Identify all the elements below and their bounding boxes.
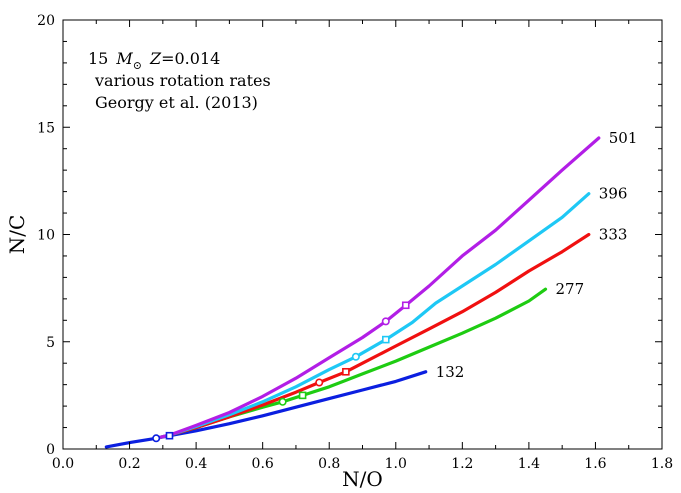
- y-tick-label: 10: [37, 228, 55, 244]
- x-tick-label: 0.0: [52, 456, 74, 472]
- series-layer: [104, 136, 601, 449]
- x-tick-label: 0.6: [252, 456, 274, 472]
- series-label-501: 501: [609, 129, 638, 147]
- annotation-block: 15 M⊙ Z=0.014 various rotation rates Georg…: [88, 49, 271, 112]
- series-label-132: 132: [436, 363, 465, 381]
- series-label-396: 396: [599, 185, 628, 203]
- marker-circle-333: [315, 378, 324, 387]
- annotation-mass: 15: [88, 49, 108, 68]
- y-tick-label: 5: [46, 335, 55, 351]
- series-label-layer: 132 277 333 396 501: [436, 129, 638, 381]
- marker-circle-132: [152, 434, 161, 443]
- x-tick-label: 0.4: [185, 456, 207, 472]
- series-line-333: [154, 232, 591, 440]
- annotation-z-value: =0.014: [161, 49, 220, 68]
- marker-square-333: [342, 367, 350, 376]
- y-tick-label: 0: [46, 442, 55, 458]
- series-line-396: [154, 192, 591, 440]
- x-tick-label: 0.8: [318, 456, 340, 472]
- marker-square-501: [401, 301, 410, 310]
- series-line-277: [154, 287, 548, 440]
- annotation-sun-symbol: ⊙: [133, 59, 142, 72]
- series-label-333: 333: [599, 226, 628, 244]
- series-line-501: [154, 136, 601, 440]
- y-axis-label: N/C: [5, 215, 29, 255]
- annotation-line-1: 15 M⊙ Z=0.014: [88, 49, 220, 72]
- x-tick-label: 1.8: [651, 456, 673, 472]
- axes: 0.0 0.2 0.4 0.6 0.8 1.0 1.2 1.4 1.6 1.8 0 5 10 15 20: [37, 13, 673, 472]
- annotation-line-3: Georgy et al. (2013): [95, 93, 258, 112]
- x-tick-label: 1.4: [518, 456, 540, 472]
- marker-circle-277: [278, 397, 287, 406]
- marker-square-132: [165, 431, 174, 440]
- x-tick-label: 1.2: [451, 456, 473, 472]
- x-tick-label: 0.2: [118, 456, 140, 472]
- annotation-mass-symbol: M: [115, 49, 133, 68]
- series-label-277: 277: [556, 280, 585, 298]
- y-tick-label: 15: [37, 120, 55, 136]
- marker-layer: [152, 301, 410, 443]
- marker-circle-396: [351, 352, 360, 361]
- x-axis-label: N/O: [342, 467, 383, 491]
- x-tick-label: 1.0: [385, 456, 407, 472]
- x-tick-label: 1.6: [584, 456, 606, 472]
- series-line-132: [104, 370, 428, 449]
- annotation-z-symbol: Z: [149, 49, 162, 68]
- marker-square-396: [381, 335, 390, 344]
- marker-square-277: [298, 391, 307, 400]
- y-tick-label: 20: [37, 13, 55, 29]
- marker-circle-501: [381, 317, 390, 326]
- annotation-line-2: various rotation rates: [94, 71, 271, 90]
